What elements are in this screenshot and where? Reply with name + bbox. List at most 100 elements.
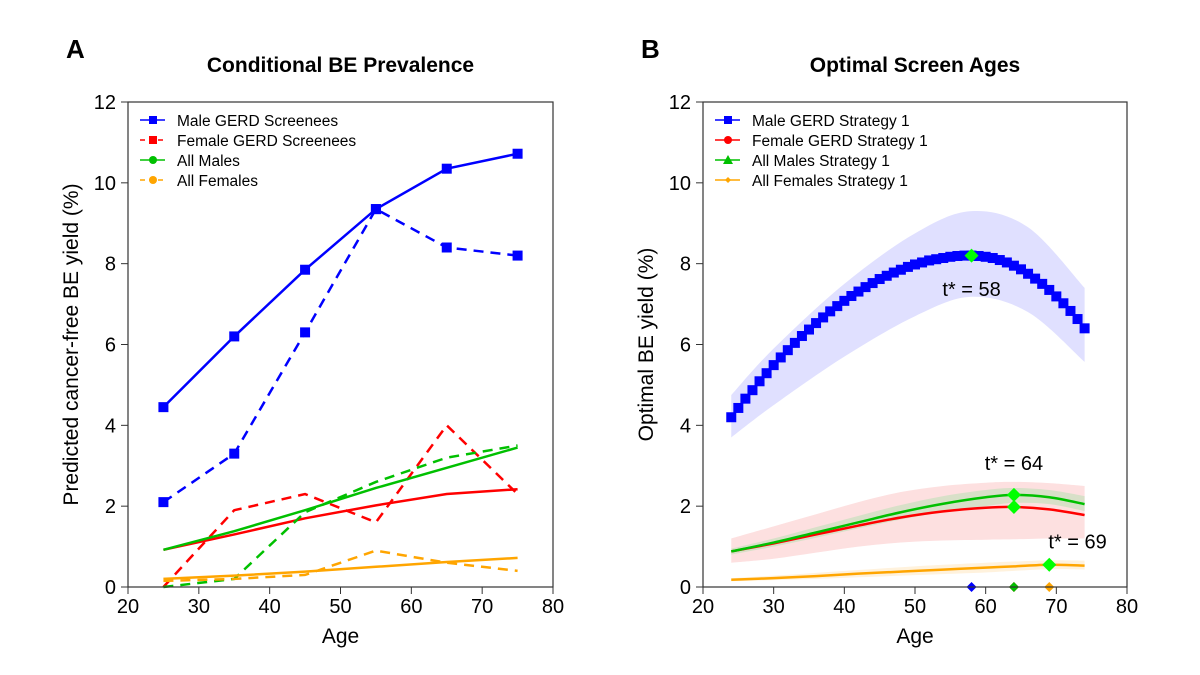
series-line-6 (163, 556, 518, 581)
x-axis-label: Age (322, 625, 359, 648)
data-point (441, 163, 452, 174)
male-gerd-point (924, 255, 935, 266)
annotation: t* = 58 (942, 279, 1000, 301)
male-gerd-point (726, 412, 737, 423)
y-axis-label: Optimal BE yield (%) (635, 248, 658, 442)
legend-label: All Males Strategy 1 (752, 153, 890, 170)
y-tick-label: 8 (680, 254, 691, 276)
y-tick-label: 6 (105, 335, 116, 357)
male-gerd-point (1065, 305, 1076, 316)
legend-circle-icon (149, 156, 157, 164)
x-tick-label: 20 (117, 596, 139, 618)
male-gerd-point (987, 253, 998, 264)
male-gerd-point (860, 282, 871, 293)
y-tick-label: 10 (669, 173, 691, 195)
data-point (229, 448, 240, 459)
male-gerd-band (731, 210, 1085, 438)
male-gerd-point (888, 267, 899, 278)
y-tick-label: 8 (105, 254, 116, 276)
y-axis-label: Predicted cancer-free BE yield (%) (60, 183, 83, 505)
male-gerd-point (895, 264, 906, 275)
curve-line-1 (731, 493, 1085, 553)
legend-square-icon (149, 136, 157, 144)
male-gerd-point (902, 261, 913, 272)
male-gerd-point (839, 295, 850, 306)
legend-diamond-icon (725, 177, 731, 183)
y-tick-label: 2 (105, 496, 116, 518)
male-gerd-point (1051, 291, 1062, 302)
data-point (512, 148, 523, 159)
legend-label: Male GERD Strategy 1 (752, 113, 910, 130)
curve-line-0 (731, 505, 1085, 553)
x-tick-label: 20 (692, 596, 714, 618)
y-tick-label: 10 (94, 173, 116, 195)
legend-label: Female GERD Strategy 1 (752, 133, 928, 150)
panel-label: A (66, 34, 85, 64)
panel-label: B (641, 34, 660, 64)
optimum-marker (1006, 499, 1021, 514)
male-gerd-point (917, 257, 928, 268)
legend-label: Female GERD Screenees (177, 133, 356, 150)
male-gerd-point (973, 250, 984, 261)
data-point (441, 242, 452, 253)
male-gerd-point (931, 254, 942, 265)
male-gerd-point (952, 250, 963, 261)
curve-line-2 (731, 563, 1085, 581)
annotation: t* = 69 (1048, 532, 1106, 554)
male-gerd-point (881, 270, 892, 281)
male-gerd-point (1001, 257, 1012, 268)
male-gerd-point (825, 306, 836, 317)
legend-square-icon (724, 116, 732, 124)
male-gerd-point (1023, 268, 1034, 279)
male-gerd-point (910, 259, 920, 270)
x-tick-label: 80 (1116, 596, 1138, 618)
series-line-0 (162, 152, 518, 409)
data-point (229, 331, 240, 342)
male-gerd-point (832, 301, 843, 312)
male-gerd-point (980, 251, 991, 262)
optimum-marker (1042, 557, 1057, 572)
male-gerd-point (747, 385, 758, 396)
y-tick-label: 12 (94, 92, 116, 114)
male-gerd-point (775, 352, 786, 363)
data-point (300, 264, 311, 275)
x-tick-label: 40 (259, 596, 281, 618)
x-tick-label: 50 (329, 596, 351, 618)
y-tick-label: 0 (680, 577, 691, 599)
x-tick-label: 70 (1045, 596, 1067, 618)
x-tick-label: 60 (975, 596, 997, 618)
male-gerd-point (740, 393, 751, 404)
y-tick-label: 6 (680, 335, 691, 357)
x-tick-label: 30 (763, 596, 785, 618)
male-gerd-point (818, 312, 829, 323)
legend-triangle-icon (723, 155, 733, 164)
y-tick-label: 4 (105, 415, 116, 437)
x-tick-label: 80 (542, 596, 564, 618)
x-tick-label: 60 (400, 596, 422, 618)
y-tick-label: 0 (105, 577, 116, 599)
male-gerd-point (1072, 314, 1083, 325)
male-gerd-point (994, 255, 1005, 266)
curve-band-1 (731, 487, 1085, 555)
legend-square-icon (149, 116, 157, 124)
male-gerd-point (874, 274, 885, 285)
male-gerd-point (768, 360, 779, 371)
male-gerd-point (846, 291, 857, 301)
male-gerd-point (1044, 284, 1055, 295)
male-gerd-point (1016, 264, 1026, 275)
series-line-1 (162, 207, 518, 504)
male-gerd-point (811, 318, 822, 329)
male-gerd-point (853, 286, 864, 297)
male-gerd-point (1058, 298, 1069, 309)
male-gerd-point (754, 376, 765, 387)
x-tick-label: 40 (833, 596, 855, 618)
male-gerd-point (733, 402, 744, 413)
legend-label: All Females (177, 173, 258, 190)
male-gerd-point (1030, 273, 1041, 284)
chart-title: Conditional BE Prevalence (207, 54, 474, 77)
legend-label: Male GERD Screenees (177, 113, 338, 130)
legend-label: All Females Strategy 1 (752, 173, 908, 190)
male-gerd-point (938, 253, 949, 264)
optimum-marker (1006, 487, 1021, 502)
